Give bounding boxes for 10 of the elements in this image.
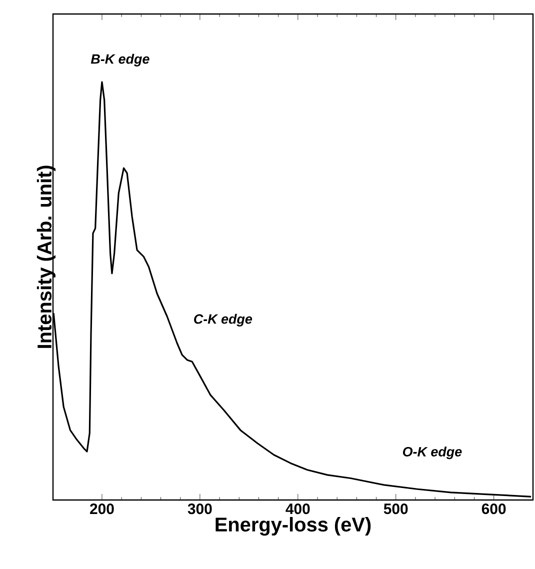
text: B-K edge [90,54,150,66]
x-tick-label: 500 [384,504,408,514]
annotation: C-K edge [194,314,252,326]
x-tick-label: 400 [286,504,310,514]
x-tick-label: 600 [482,504,506,514]
x-tick-label: 300 [188,504,212,514]
x-axis-title: Energy-loss (eV) [216,516,371,536]
annotation: O-K edge [402,446,462,460]
x-tick-label: 200 [90,504,114,514]
y-axis-title: Intensity (Arb. unit) [36,166,56,348]
